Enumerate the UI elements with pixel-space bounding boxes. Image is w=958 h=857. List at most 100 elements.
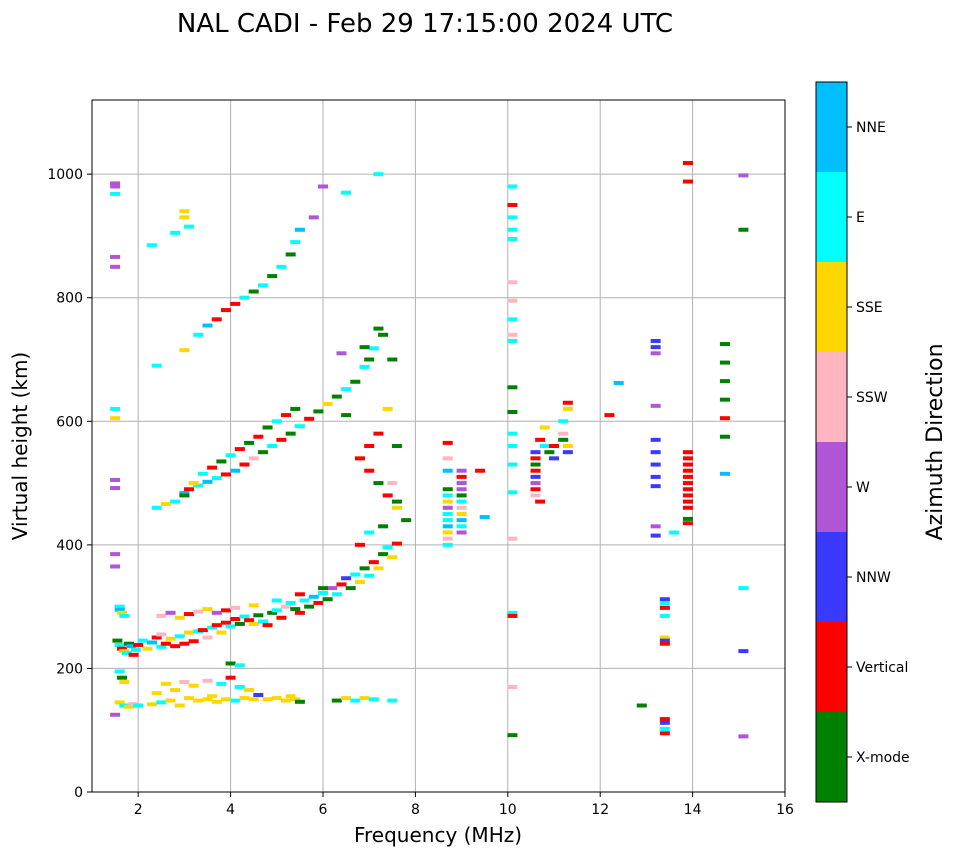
data-point <box>110 181 121 186</box>
data-point <box>133 703 144 708</box>
data-point <box>336 351 347 356</box>
colorbar-segment <box>816 82 847 172</box>
data-point <box>539 425 550 430</box>
data-point <box>350 698 361 703</box>
data-point <box>331 698 342 703</box>
data-point <box>281 698 292 703</box>
data-point <box>304 416 315 421</box>
data-point <box>193 609 204 614</box>
data-point <box>442 493 453 498</box>
data-point <box>530 462 541 467</box>
data-point <box>530 481 541 486</box>
data-point <box>114 607 125 612</box>
data-point <box>387 481 398 486</box>
data-point <box>121 650 132 655</box>
data-point <box>184 487 195 492</box>
data-point <box>253 613 264 618</box>
data-point <box>345 586 356 591</box>
data-point <box>184 224 195 229</box>
data-point <box>151 505 162 510</box>
data-point <box>475 468 486 473</box>
data-point <box>336 582 347 587</box>
data-point <box>682 505 693 510</box>
data-point <box>184 696 195 701</box>
data-point <box>507 317 518 322</box>
data-point <box>456 493 467 498</box>
data-point <box>239 614 250 619</box>
data-point <box>110 712 121 717</box>
data-point <box>248 621 259 626</box>
data-point <box>682 462 693 467</box>
data-point <box>234 621 245 626</box>
data-point <box>179 490 190 495</box>
x-axis-ticks: 2 4 6 8 10 12 14 16 <box>134 792 794 818</box>
data-point <box>318 591 328 596</box>
colorbar-frame <box>815 81 848 803</box>
data-point <box>179 348 190 353</box>
data-point <box>719 434 730 439</box>
data-point <box>318 586 328 591</box>
data-point <box>193 332 204 337</box>
data-point <box>267 444 278 448</box>
data-point <box>110 406 121 411</box>
y-tick-label: 600 <box>56 414 83 430</box>
data-point <box>562 406 573 411</box>
data-point <box>659 641 670 646</box>
data-point <box>110 486 121 491</box>
data-point <box>294 699 305 704</box>
data-point <box>391 444 402 448</box>
data-point <box>211 317 222 322</box>
colorbar: X-mode Vertical NNW W SSW SSE E NNE <box>815 81 910 803</box>
data-point <box>294 424 305 429</box>
colorbar-label: Vertical <box>856 660 908 676</box>
data-point <box>253 692 264 697</box>
data-point <box>354 542 365 547</box>
chart-title: NAL CADI - Feb 29 17:15:00 2024 UTC <box>177 9 673 39</box>
data-point <box>604 413 615 418</box>
data-point <box>110 416 121 421</box>
data-point <box>562 444 573 448</box>
data-point <box>373 481 384 486</box>
data-point <box>636 703 647 708</box>
data-point <box>285 600 296 605</box>
x-tick-label: 2 <box>134 802 143 818</box>
data-point <box>253 434 264 439</box>
data-point <box>179 209 190 214</box>
data-point <box>341 696 352 701</box>
y-tick-label: 400 <box>56 538 83 554</box>
data-point <box>202 607 213 612</box>
data-point <box>507 338 518 343</box>
data-point <box>147 640 158 645</box>
data-point <box>659 717 670 722</box>
x-tick-label: 14 <box>684 802 702 818</box>
data-point <box>650 403 661 408</box>
data-point <box>507 203 518 208</box>
data-point <box>364 530 375 535</box>
data-point <box>650 524 661 529</box>
data-point <box>456 524 467 529</box>
x-axis-title: Frequency (MHz) <box>354 823 522 847</box>
data-point <box>535 499 546 504</box>
data-point <box>170 688 181 693</box>
data-point <box>549 444 559 448</box>
data-point <box>239 295 250 300</box>
data-point <box>442 511 453 516</box>
data-point <box>239 462 250 467</box>
data-point <box>290 607 301 612</box>
data-point <box>174 703 185 708</box>
data-point <box>234 663 245 668</box>
data-point <box>368 346 379 351</box>
data-point <box>456 530 467 535</box>
data-point <box>202 697 213 702</box>
data-point <box>682 474 693 479</box>
data-point <box>262 697 273 702</box>
data-point <box>331 592 342 597</box>
data-point <box>456 481 467 486</box>
data-point <box>290 697 301 702</box>
data-point <box>354 579 365 584</box>
data-point <box>507 610 518 615</box>
data-point <box>119 680 130 685</box>
data-point <box>248 603 259 608</box>
plot-frame <box>91 99 786 793</box>
